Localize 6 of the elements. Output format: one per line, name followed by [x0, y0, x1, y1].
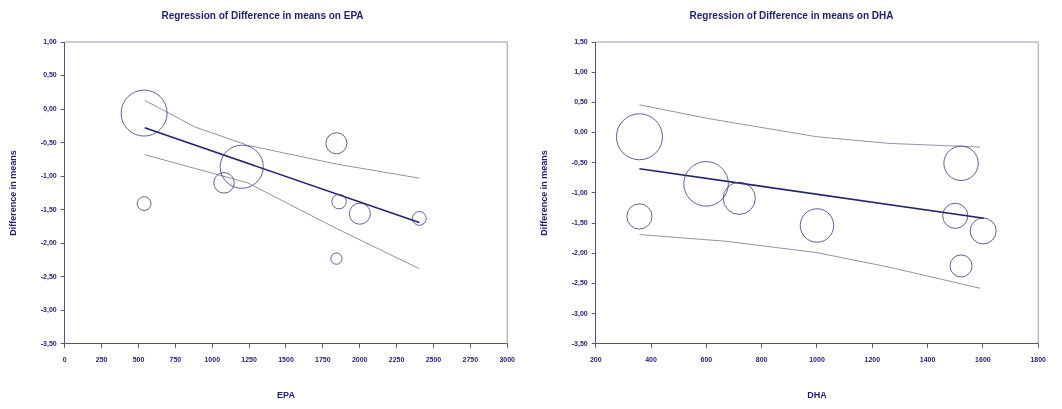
y-axis-title: Difference in means — [7, 150, 18, 236]
y-axis-title: Difference in means — [538, 150, 549, 236]
x-axis-title: EPA — [277, 390, 296, 401]
chart-title: Regression of Difference in means on DHA — [689, 9, 894, 21]
x-axis-title: DHA — [807, 390, 828, 401]
chart-title: Regression of Difference in means on EPA — [161, 9, 364, 21]
